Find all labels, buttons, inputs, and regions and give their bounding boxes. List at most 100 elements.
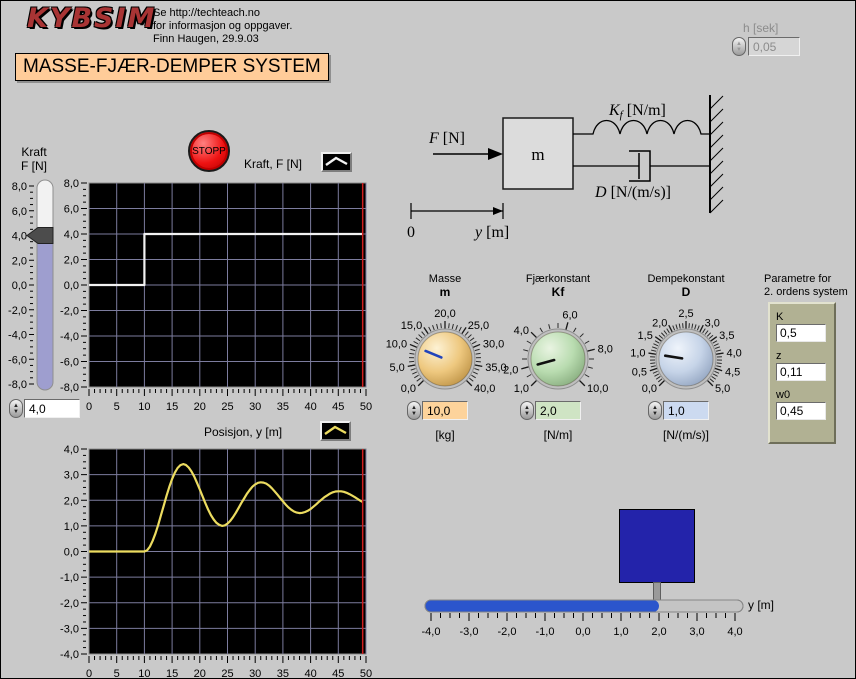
legend-line-icon	[324, 425, 347, 435]
fjaer-spinner[interactable]: ▲ ▼	[520, 401, 534, 420]
knob-minor-tick	[455, 325, 458, 331]
knob-minor-tick	[458, 326, 462, 332]
x-tick-label: 50	[360, 668, 372, 679]
knob-major-tick	[658, 380, 665, 387]
param-w0-value: 0,45	[776, 402, 826, 420]
knob-scale-label: 1,0	[630, 348, 645, 360]
knob-minor-tick	[432, 325, 435, 331]
knob-major-tick	[423, 327, 429, 335]
knob-major-tick	[699, 324, 704, 333]
spin-down-icon[interactable]: ▼	[652, 410, 658, 417]
chart-canvas: 8,0 6,0 4,0 2,0 0,0 -2,0 -4,0 -6,0 -8,0 0 5 10 15 20 2…	[60, 178, 372, 413]
knob-minor-tick	[410, 348, 416, 352]
spin-up-icon[interactable]: ▲	[13, 402, 19, 409]
series-line	[89, 463, 364, 553]
knob-scale-label: 20,0	[434, 308, 455, 320]
force-slider-label-line1: Kraft	[21, 145, 47, 159]
spin-down-icon[interactable]: ▼	[524, 410, 530, 417]
knob-minor-tick	[415, 337, 421, 342]
masse-knob: 0,0 5,0 10,0 15,0 20,0 25,0 30,0 35,0 40,0	[383, 299, 507, 425]
force-slider-label-line2: F [N]	[21, 159, 47, 173]
knob-title: Dempekonstant	[647, 273, 725, 285]
slider-tick-label: 6,0	[12, 206, 27, 218]
x-tick-label: 45	[332, 401, 344, 413]
y-tick-label: 4,0	[64, 229, 79, 241]
pos-tick-label: -4,0	[422, 626, 441, 638]
knob-minor-tick	[471, 340, 477, 345]
x-tick-label: 30	[249, 401, 261, 413]
knob-dial[interactable]	[530, 331, 586, 387]
spin-up-icon[interactable]: ▲	[736, 40, 742, 47]
knob-minor-tick	[702, 328, 706, 334]
knob-symbol: m	[439, 285, 451, 299]
knob-scale-label: 1,5	[638, 330, 653, 342]
knob-minor-tick	[654, 373, 660, 377]
knob-dial[interactable]	[658, 331, 714, 387]
knob-minor-tick	[523, 349, 529, 352]
spin-up-icon[interactable]: ▲	[652, 404, 658, 411]
masse-value-field[interactable]: 10,0	[422, 401, 468, 420]
knob-major-tick	[565, 322, 569, 330]
wall-hatching	[709, 95, 724, 214]
spin-down-icon[interactable]: ▼	[736, 46, 742, 53]
spin-up-icon[interactable]: ▲	[411, 404, 417, 411]
y-tick-label: -4,0	[60, 649, 79, 661]
force-spinner[interactable]: ▲ ▼	[9, 399, 23, 418]
knob-minor-tick	[474, 368, 480, 371]
force-chart-legend	[321, 152, 352, 172]
slider-tick-label: 2,0	[12, 255, 27, 267]
x-tick-label: 15	[166, 401, 178, 413]
x-tick-label: 10	[138, 668, 150, 679]
dempe-spinner[interactable]: ▲ ▼	[648, 401, 662, 420]
force-slider[interactable]: 8,0 6,0 4,0 2,0 0,0 -2,0 -4,0 -6,0 -8,0	[1, 173, 61, 401]
knob-major-tick	[407, 364, 416, 368]
knob-symbol: Kf	[551, 285, 565, 299]
slider-handle[interactable]	[26, 227, 54, 244]
dempe-knob: 0,0 0,5 1,0 1,5 2,0 2,5 3,0 3,5 4,0 4,5 5,0	[624, 299, 748, 425]
knob-minor-tick	[663, 330, 668, 335]
knob-scale-label: 5,0	[715, 383, 730, 395]
knob-scale-label: 4,5	[725, 367, 740, 379]
y-tick-label: 0,0	[64, 280, 79, 292]
pos-tick-label: 0,0	[575, 626, 590, 638]
knob-major-tick	[649, 367, 658, 372]
masse-unit: [kg]	[435, 428, 455, 442]
knob-dial[interactable]	[417, 331, 473, 387]
knob-minor-tick	[587, 366, 593, 369]
knob-scale-label: 6,0	[562, 310, 577, 322]
knob-symbol: D	[681, 285, 691, 299]
knob-major-tick	[530, 331, 537, 338]
stopp-button[interactable]: STOPP	[188, 130, 230, 172]
y-tick-label: 1,0	[64, 521, 79, 533]
masse-spinner[interactable]: ▲ ▼	[407, 401, 421, 420]
spin-up-icon[interactable]: ▲	[524, 404, 530, 411]
knob-major-tick	[710, 336, 718, 342]
sample-time-spinner[interactable]: ▲ ▼	[732, 37, 746, 56]
measure-arrow-head	[493, 207, 503, 215]
knob-minor-tick	[548, 324, 551, 330]
dempe-value-field[interactable]: 1,0	[663, 401, 709, 420]
spin-down-icon[interactable]: ▼	[411, 410, 417, 417]
spin-down-icon[interactable]: ▼	[13, 408, 19, 415]
sample-time-field[interactable]: 0,05	[748, 37, 800, 56]
knob-scale-label: 2,0	[503, 365, 518, 377]
info-line: Se http://techteach.no	[153, 7, 261, 19]
knob-major-tick	[668, 324, 673, 333]
knob-minor-tick	[654, 340, 660, 344]
x-tick-label: 20	[194, 401, 206, 413]
force-value-field[interactable]: 4,0	[24, 399, 80, 418]
knob-scale-label: 3,0	[705, 317, 720, 329]
dempe-unit: [N/(m/s)]	[663, 428, 709, 442]
knob-minor-tick	[694, 324, 697, 330]
x-tick-label: 15	[166, 668, 178, 679]
slider-fill	[37, 235, 53, 390]
force-chart: 8,0 6,0 4,0 2,0 0,0 -2,0 -4,0 -6,0 -8,0 0 5 10 15 20 2…	[51, 177, 373, 417]
knob-minor-tick	[696, 325, 700, 331]
knob-minor-tick	[714, 346, 721, 349]
fjaer-value-field[interactable]: 2,0	[535, 401, 581, 420]
param-z-value: 0,11	[776, 363, 826, 381]
knob-minor-tick	[660, 332, 666, 337]
knob-major-tick	[466, 380, 473, 387]
knob-minor-tick	[421, 331, 426, 336]
x-tick-label: 45	[332, 668, 344, 679]
